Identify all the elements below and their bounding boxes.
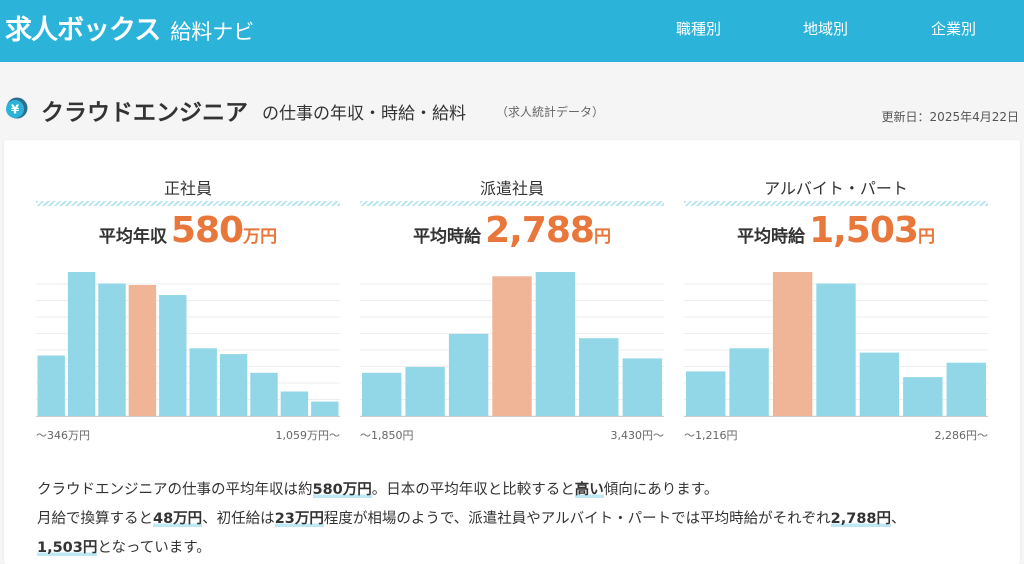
stripe-divider: [36, 201, 340, 206]
summary-text-segment: 程度が相場のようで、派遣社員やアルバイト・パートでは平均時給がそれぞれ: [323, 511, 831, 527]
bar: [622, 358, 662, 416]
average-label: 平均時給: [737, 227, 806, 247]
range-max: 3,430円～: [610, 429, 665, 442]
bar: [37, 355, 65, 416]
updated-date: 更新日：2025年4月22日: [881, 110, 1019, 124]
bar: [579, 338, 619, 416]
summary-text-segment: クラウドエンジニアの仕事の平均年収は約: [37, 482, 313, 498]
top-navigation-bar: 求人ボックス 給料ナビ 職種別 地域別 企業別: [0, 0, 1024, 62]
distribution-chart-arubaito: [684, 272, 988, 417]
svg-text:¥: ¥: [11, 103, 20, 117]
bar: [67, 272, 96, 416]
nav-link-company[interactable]: 企業別: [931, 20, 977, 38]
logo-sub-text: 給料ナビ: [170, 20, 255, 44]
average-value: 580: [170, 210, 244, 251]
range-max: 1,059万円～: [275, 429, 341, 442]
page-title: ¥ クラウドエンジニア の仕事の年収・時給・給料 （求人統計データ） 更新日：2…: [0, 88, 1024, 128]
title-suffix: の仕事の年収・時給・給料: [262, 104, 466, 124]
average-value: 2,788: [485, 210, 595, 251]
bar: [729, 348, 769, 416]
average-value: 1,503: [809, 210, 919, 251]
average-unit: 円: [917, 227, 935, 247]
distribution-chart-haken: [360, 272, 664, 417]
bar: [159, 295, 187, 416]
average-label: 平均時給: [413, 227, 482, 247]
title-note: （求人統計データ）: [496, 105, 605, 119]
average-unit: 円: [593, 227, 611, 247]
summary-text-segment: 、: [891, 511, 906, 527]
bar: [859, 352, 900, 416]
highlight-arubaito-hourly: 1,503円: [37, 540, 98, 556]
highlight-annual-salary: 580万円: [312, 482, 372, 498]
highlight-trend: 高い: [574, 482, 604, 498]
bar: [946, 362, 986, 416]
summary-text: クラウドエンジニアの仕事の平均年収は約580万円。日本の平均年収と比較すると高い…: [37, 476, 997, 563]
average-display: 平均年収 580万円: [36, 210, 340, 251]
highlight-monthly-salary: 48万円: [153, 511, 203, 527]
summary-text-segment: 、初任給は: [202, 511, 275, 527]
bar: [448, 333, 489, 416]
summary-line: 1,503円となっています。: [37, 534, 997, 563]
bar: [219, 354, 248, 416]
column-label: アルバイト・パート: [764, 179, 908, 198]
summary-text-segment: 月給で換算すると: [37, 511, 153, 527]
highlight-starting-salary: 23万円: [274, 511, 324, 527]
bar: [311, 401, 339, 416]
bar: [686, 371, 726, 416]
bar: [816, 283, 856, 416]
summary-text-segment: 。日本の平均年収と比較すると: [371, 482, 575, 498]
logo-main-text: 求人ボックス: [5, 15, 161, 46]
summary-line: 月給で換算すると48万円、初任給は23万円程度が相場のようで、派遣社員やアルバイ…: [37, 505, 997, 534]
bar: [189, 348, 217, 416]
range-max: 2,286円～: [934, 429, 989, 442]
nav-link-occupation[interactable]: 職種別: [676, 20, 722, 38]
bar: [362, 372, 402, 416]
range-min: ～1,216円: [684, 429, 738, 442]
range-min: ～346万円: [36, 429, 90, 442]
summary-text-segment: となっています。: [97, 540, 211, 556]
site-logo[interactable]: 求人ボックス 給料ナビ: [5, 8, 254, 48]
average-display: 平均時給 1,503円: [684, 210, 988, 251]
nav-link-region[interactable]: 地域別: [803, 20, 849, 38]
salary-stats-card: 正社員 平均年収 580万円 ～346万円 1,059万円～ 派遣社員 平均時給 2…: [4, 140, 1020, 564]
bar: [250, 372, 278, 416]
yen-coin-icon: ¥: [6, 97, 28, 119]
column-haken: 派遣社員 平均時給 2,788円 ～1,850円 3,430円～: [360, 140, 665, 442]
bar: [405, 367, 445, 416]
range-min: ～1,850円: [360, 429, 414, 442]
bar: [98, 283, 126, 416]
stripe-divider: [684, 201, 988, 206]
column-label: 派遣社員: [479, 179, 544, 198]
bar: [280, 391, 309, 416]
stripe-divider: [360, 201, 664, 206]
average-unit: 万円: [243, 227, 278, 247]
bar-average: [128, 285, 157, 416]
bar-average: [492, 276, 532, 416]
column-seishain: 正社員 平均年収 580万円 ～346万円 1,059万円～: [36, 140, 341, 442]
job-title: クラウドエンジニア: [41, 100, 248, 126]
column-label: 正社員: [163, 179, 212, 198]
bar: [903, 377, 943, 416]
average-label: 平均年収: [98, 227, 167, 247]
distribution-chart-seishain: [36, 272, 340, 417]
bar: [535, 272, 576, 416]
average-display: 平均時給 2,788円: [360, 210, 664, 251]
summary-text-segment: 傾向にあります。: [603, 482, 719, 498]
column-arubaito: アルバイト・パート 平均時給 1,503円 ～1,216円 2,286円～: [684, 140, 989, 442]
bar-average: [772, 272, 813, 416]
summary-line: クラウドエンジニアの仕事の平均年収は約580万円。日本の平均年収と比較すると高い…: [37, 476, 997, 505]
highlight-haken-hourly: 2,788円: [830, 511, 892, 527]
